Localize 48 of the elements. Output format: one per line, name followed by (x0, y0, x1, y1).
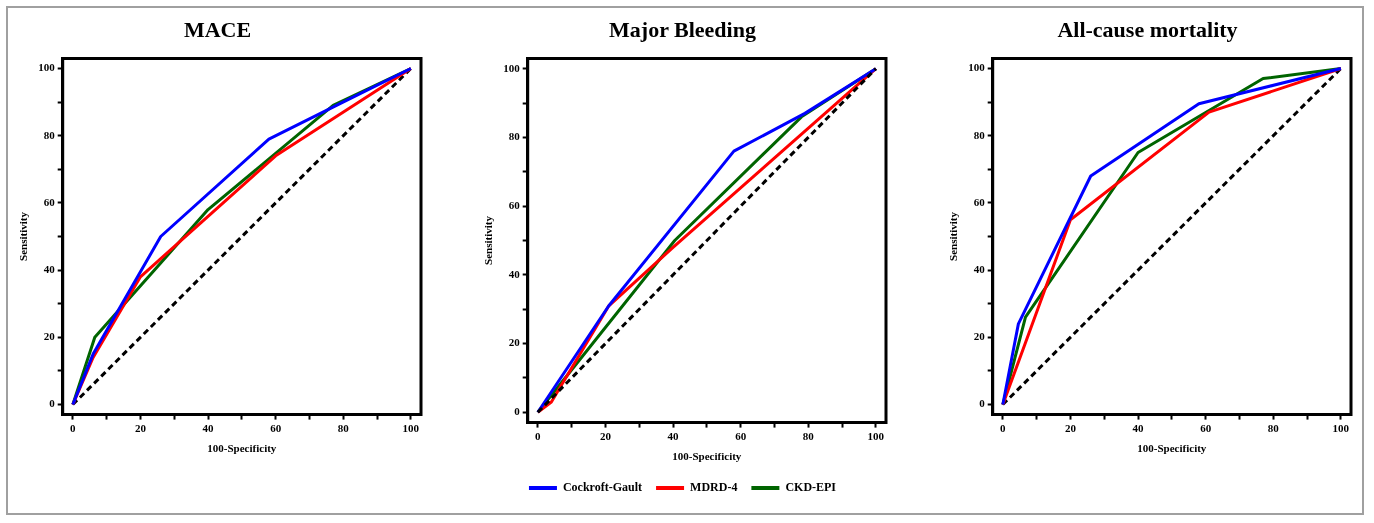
y-tick-label: 60 (43, 195, 56, 208)
x-tick-label: 100 (867, 430, 885, 443)
y-tick-label: 100 (968, 61, 986, 74)
y-tick-label: 80 (508, 130, 521, 143)
y-tick-label: 60 (973, 195, 986, 208)
y-tick-label: 80 (973, 128, 986, 141)
y-tick-label: 40 (973, 262, 986, 275)
x-tick-label: 100 (402, 422, 420, 435)
y-tick-label: 80 (43, 128, 56, 141)
legend-label: CKD-EPI (785, 480, 837, 495)
chart-title: MACE (183, 16, 252, 42)
x-tick-label: 80 (1267, 422, 1280, 435)
y-axis-title: Sensitivity (947, 211, 960, 261)
x-tick-label: 0 (70, 422, 77, 435)
y-axis-title: Sensitivity (17, 211, 30, 261)
y-tick-label: 20 (973, 330, 986, 343)
y-tick-label: 100 (38, 61, 56, 74)
chart-title: Major Bleeding (609, 16, 756, 42)
x-tick-label: 0 (535, 430, 542, 443)
x-tick-label: 60 (735, 430, 747, 443)
x-tick-label: 40 (1132, 422, 1145, 435)
x-tick-label: 40 (202, 422, 215, 435)
x-tick-label: 40 (667, 430, 680, 443)
y-tick-label: 40 (508, 267, 521, 280)
chart-title: All-cause mortality (1057, 16, 1238, 42)
y-tick-label: 40 (43, 262, 56, 275)
x-tick-label: 80 (802, 430, 815, 443)
x-tick-label: 0 (1000, 422, 1007, 435)
x-tick-label: 20 (599, 430, 612, 443)
x-tick-label: 20 (134, 422, 147, 435)
x-tick-label: 20 (1064, 422, 1077, 435)
x-tick-label: 80 (337, 422, 350, 435)
y-tick-label: 0 (979, 397, 986, 410)
y-tick-label: 100 (503, 61, 521, 74)
y-tick-label: 60 (508, 198, 521, 211)
legend-label: Cockroft-Gault (562, 480, 643, 495)
x-axis-title: 100-Specificity (672, 450, 742, 463)
y-tick-label: 20 (508, 336, 521, 349)
legend-label: MDRD-4 (690, 480, 738, 495)
y-axis-title: Sensitivity (482, 215, 495, 265)
x-tick-label: 100 (1332, 422, 1350, 435)
y-tick-label: 0 (514, 405, 521, 418)
x-axis-title: 100-Specificity (1137, 442, 1207, 455)
y-tick-label: 20 (43, 330, 56, 343)
x-tick-label: 60 (270, 422, 282, 435)
x-axis-title: 100-Specificity (207, 442, 277, 455)
y-tick-label: 0 (49, 397, 56, 410)
x-tick-label: 60 (1200, 422, 1212, 435)
